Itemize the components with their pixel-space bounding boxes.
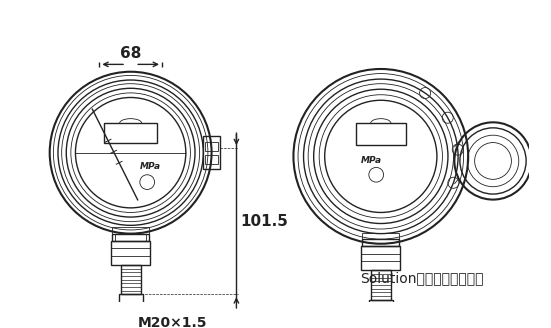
Text: MPa: MPa	[141, 162, 161, 171]
Bar	[363, 239, 399, 247]
Bar	[205, 154, 218, 164]
Text: 101.5: 101.5	[240, 214, 288, 229]
Bar	[118, 294, 143, 303]
Text: 68: 68	[120, 46, 141, 61]
Bar	[121, 265, 141, 294]
Text: MPa: MPa	[361, 156, 382, 165]
Bar	[371, 270, 391, 300]
Text: M20×1.5: M20×1.5	[138, 317, 208, 328]
Bar	[111, 241, 150, 265]
Bar	[112, 227, 149, 234]
Text: Solution中国技术服务中心: Solution中国技术服务中心	[360, 271, 484, 285]
Bar	[361, 247, 400, 270]
Bar	[112, 234, 149, 241]
Bar	[369, 300, 393, 309]
Bar	[115, 234, 146, 241]
Bar	[205, 142, 218, 151]
Bar	[104, 123, 158, 143]
Bar	[203, 136, 220, 169]
Bar	[355, 123, 406, 145]
Bar	[363, 233, 399, 239]
